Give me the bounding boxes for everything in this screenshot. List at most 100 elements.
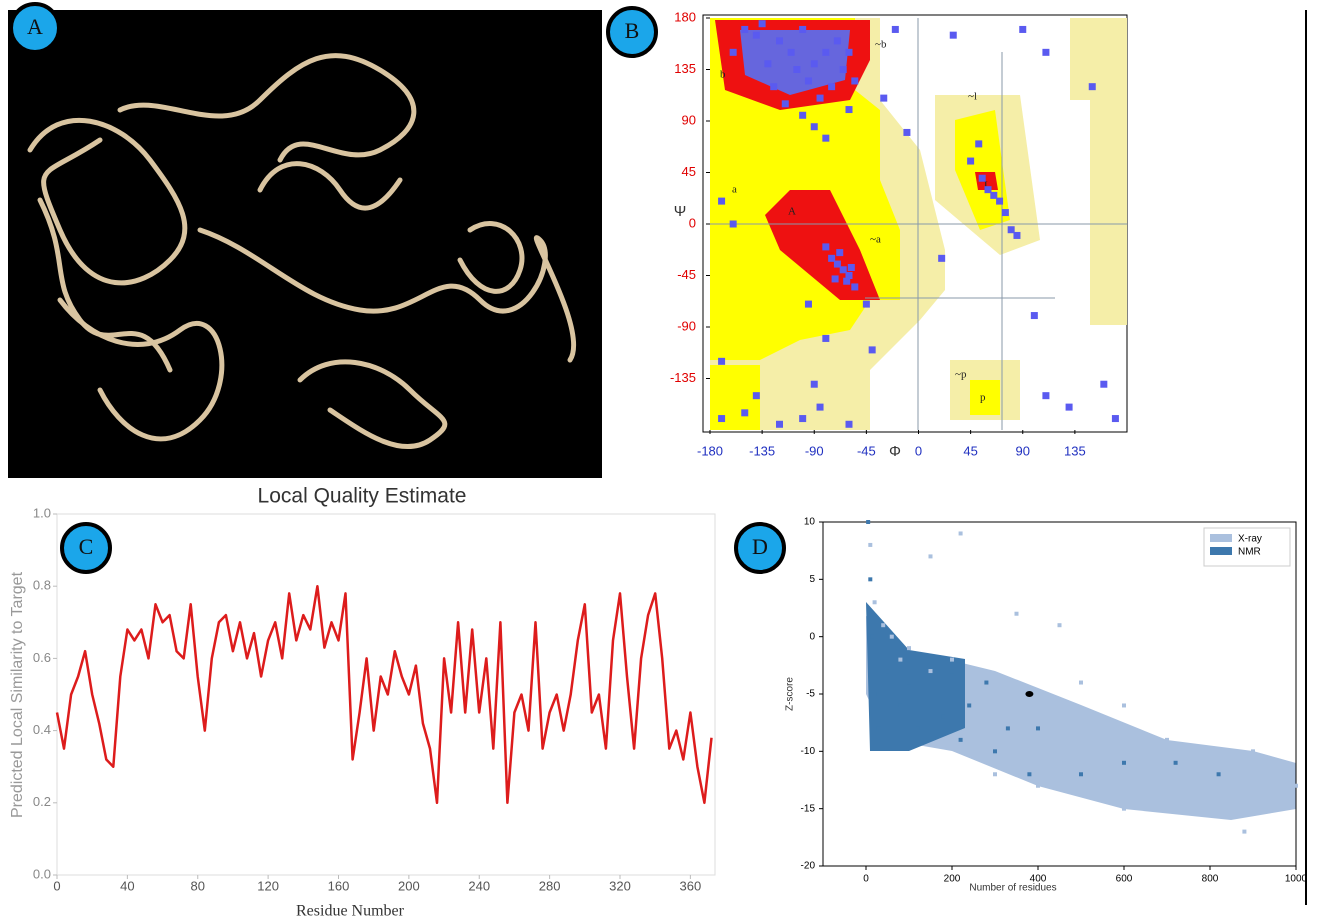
region-label: A <box>788 206 796 218</box>
x-axis-label: Φ <box>889 443 901 460</box>
region-label: b <box>720 69 726 81</box>
point <box>831 275 839 283</box>
point <box>928 692 933 696</box>
point <box>958 531 963 536</box>
density-clouds <box>866 602 1296 820</box>
x-tick-label: -135 <box>749 443 775 458</box>
point <box>958 737 963 742</box>
point <box>868 577 873 582</box>
point <box>1100 737 1105 742</box>
point <box>729 220 737 228</box>
point <box>1251 772 1255 777</box>
point <box>1111 415 1119 423</box>
y-axis-label: Ψ <box>674 203 687 220</box>
point <box>1186 772 1191 777</box>
point <box>845 48 853 56</box>
panel-badge <box>734 522 786 574</box>
point <box>1122 760 1126 765</box>
point <box>868 346 876 354</box>
point <box>950 669 954 674</box>
point <box>822 134 830 142</box>
y-tick-label: -135 <box>670 370 696 385</box>
point <box>729 48 737 56</box>
point <box>843 277 851 285</box>
point <box>872 600 877 605</box>
point <box>851 283 859 291</box>
point <box>1251 749 1255 754</box>
panel-label: C <box>79 534 94 559</box>
y-tick-label: 10 <box>804 517 816 528</box>
region-label: ~a <box>870 234 881 246</box>
point <box>907 646 911 651</box>
point <box>898 657 903 662</box>
point <box>741 409 749 417</box>
point <box>876 726 881 731</box>
plot-frame <box>56 513 716 876</box>
x-tick-label: -90 <box>805 443 824 458</box>
point <box>822 334 830 342</box>
point <box>891 25 899 33</box>
x-tick-label: 160 <box>328 878 350 893</box>
point <box>839 66 847 73</box>
point <box>799 25 807 33</box>
point <box>938 254 946 262</box>
ramachandran-regions <box>710 18 1127 430</box>
x-tick-label: 0 <box>863 874 869 885</box>
point <box>1065 403 1073 411</box>
legend-label: X-ray <box>1238 534 1262 545</box>
y-tick-label: 0 <box>809 631 815 642</box>
x-tick-label: 90 <box>1016 443 1030 458</box>
point <box>776 420 783 428</box>
x-tick-label: 0 <box>915 443 922 458</box>
y-tick-label: 135 <box>674 61 696 76</box>
point <box>903 128 911 136</box>
point <box>1294 783 1298 788</box>
y-axis-label: Predicted Local Similarity to Target <box>9 571 26 818</box>
point <box>950 657 954 662</box>
x-tick-label: -180 <box>697 443 723 458</box>
point <box>1057 714 1062 719</box>
point <box>1272 795 1277 800</box>
chart-title: Local Quality Estimate <box>258 485 467 508</box>
y-tick-label: -45 <box>677 267 696 282</box>
point <box>1036 783 1040 788</box>
point <box>752 392 760 400</box>
point <box>804 300 812 308</box>
x-tick-label: 1000 <box>1285 874 1308 885</box>
ribbons <box>27 53 577 450</box>
panel-label: D <box>752 534 768 559</box>
point <box>1014 703 1019 708</box>
point <box>993 749 997 754</box>
point <box>1001 209 1009 217</box>
point <box>787 48 795 56</box>
point <box>898 703 903 708</box>
y-tick-label: 90 <box>682 112 696 127</box>
point <box>833 37 841 45</box>
x-tick-label: 280 <box>539 878 561 893</box>
region-label: p <box>980 392 986 404</box>
point <box>990 191 998 199</box>
region-label: ~l <box>968 91 977 103</box>
panel-label: B <box>625 18 640 43</box>
region-label: L <box>984 180 991 192</box>
point <box>1007 226 1015 234</box>
point <box>836 249 844 257</box>
point <box>1042 48 1050 56</box>
point <box>1216 772 1221 777</box>
point <box>866 520 871 524</box>
x-tick-label: 200 <box>944 874 961 885</box>
point <box>862 300 870 308</box>
x-tick-label: 0 <box>53 878 60 893</box>
x-tick-label: 800 <box>1202 874 1219 885</box>
x-tick-label: 240 <box>468 878 490 893</box>
point <box>872 692 877 696</box>
point <box>1027 772 1032 777</box>
legend-swatch <box>1210 534 1232 542</box>
y-tick-label: -15 <box>801 803 816 814</box>
point <box>1042 392 1050 400</box>
point <box>967 157 975 165</box>
point <box>1036 726 1040 731</box>
point <box>1165 737 1169 742</box>
point <box>810 123 818 131</box>
